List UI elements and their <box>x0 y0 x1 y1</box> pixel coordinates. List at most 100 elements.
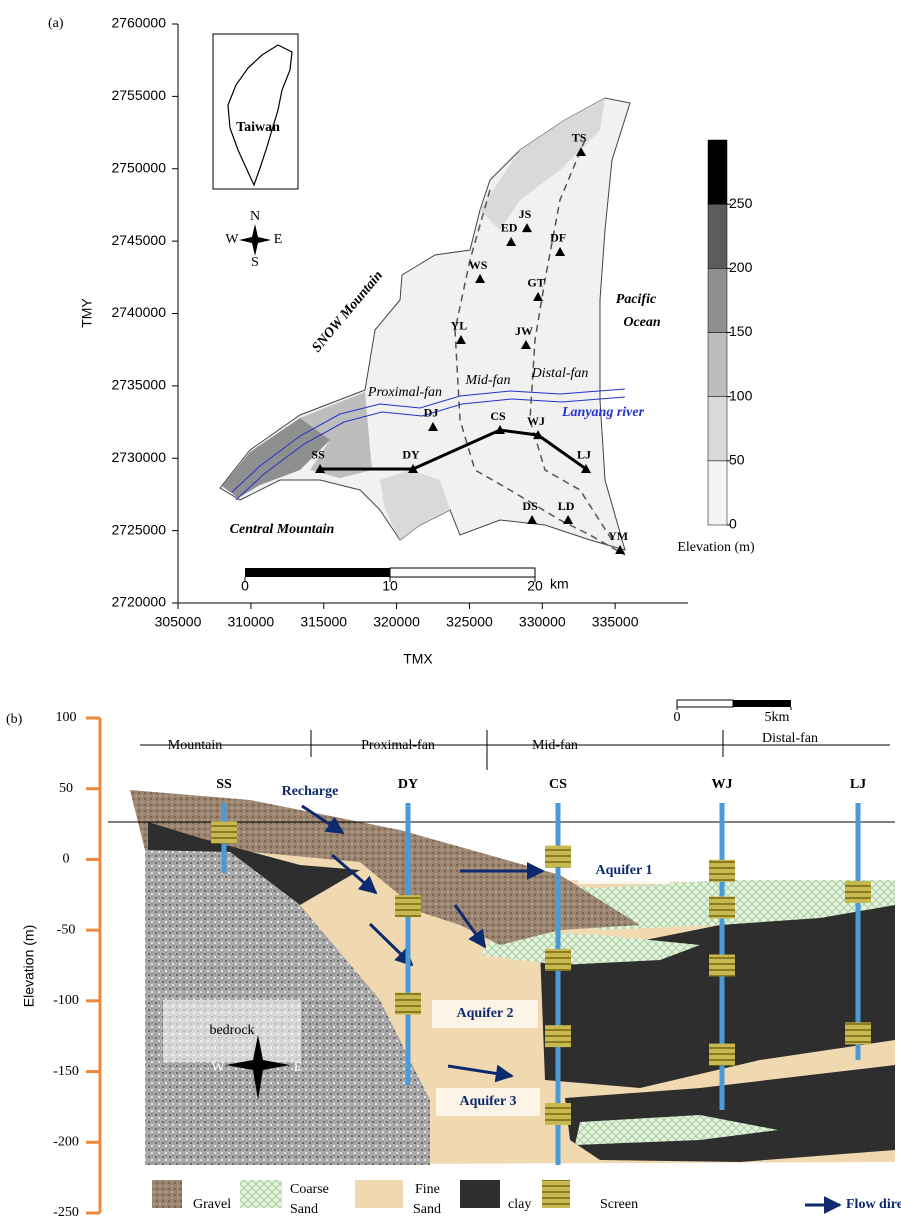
compass-label: N <box>250 209 260 224</box>
station-label: DS <box>522 499 538 513</box>
annotation: Recharge <box>282 784 339 799</box>
colorbar-tick-label: 100 <box>729 387 753 403</box>
panel-label: (a) <box>48 16 64 31</box>
station-label: DF <box>550 231 566 245</box>
compass-label: S <box>251 255 259 270</box>
zone-label: Mountain <box>168 738 222 753</box>
station-label: CS <box>490 409 506 423</box>
legend-label: Sand <box>290 1202 318 1217</box>
region-label: Ocean <box>623 315 661 330</box>
zone-label: Proximal-fan <box>367 385 442 400</box>
zone-label: Mid-fan <box>464 373 510 388</box>
station-label: TS <box>572 131 587 145</box>
station-label: JW <box>515 324 533 338</box>
y-tick-label: 2755000 <box>111 87 166 103</box>
zone-label: Distal-fan <box>762 731 818 746</box>
figure: (a) TMX TMY Taiwan N W E S SNOW Mountain… <box>0 0 901 1218</box>
screen <box>545 949 571 971</box>
map <box>213 34 630 577</box>
scale-bar-black <box>245 568 390 577</box>
well-label: DY <box>398 777 418 792</box>
x-tick-label: 320000 <box>373 614 420 630</box>
panel-label: (b) <box>6 712 23 727</box>
compass-rose <box>239 224 271 256</box>
station-label: WS <box>469 258 488 272</box>
legend-label: Gravel <box>193 1197 231 1212</box>
legend-label: Sand <box>413 1202 441 1217</box>
y-tick-label: -50 <box>57 922 76 937</box>
x-axis-label: TMX <box>403 651 433 667</box>
colorbar-segment <box>708 268 727 332</box>
y-tick-label: 2735000 <box>111 377 166 393</box>
y-tick-label: 100 <box>56 710 77 725</box>
x-tick-label: 330000 <box>519 614 566 630</box>
region-label: Central Mountain <box>230 522 335 537</box>
scale-bar-white <box>677 700 733 707</box>
legend-swatch <box>240 1180 282 1208</box>
legend-label: clay <box>508 1197 531 1212</box>
colorbar-tick-label: 200 <box>729 259 753 275</box>
elevation-patch <box>380 470 450 540</box>
annotation: bedrock <box>209 1023 254 1038</box>
cross-section <box>108 700 895 1208</box>
screen <box>395 895 421 917</box>
station-label: JS <box>519 207 532 221</box>
well-label: CS <box>549 777 567 792</box>
colorbar-tick-label: 250 <box>729 195 753 211</box>
screen <box>395 993 421 1015</box>
zone-label: Mid-fan <box>532 738 578 753</box>
scale-bar-black <box>733 700 791 707</box>
legend-label: Fine <box>415 1182 440 1197</box>
y-tick-label: 2720000 <box>111 594 166 610</box>
inset-frame <box>213 34 298 189</box>
screen <box>845 881 871 903</box>
colorbar-segment <box>708 333 727 397</box>
y-tick-label: 2750000 <box>111 159 166 175</box>
compass-label: W <box>225 232 239 247</box>
y-tick-label: -250 <box>53 1205 79 1218</box>
y-tick-label: 0 <box>63 852 70 867</box>
y-tick-label: -100 <box>53 993 79 1008</box>
station-label: LD <box>558 499 575 513</box>
colorbar-tick-label: 50 <box>729 452 745 468</box>
screen <box>709 1044 735 1066</box>
well-label: WJ <box>712 777 733 792</box>
legend-swatch <box>542 1180 570 1208</box>
x-tick-label: 325000 <box>446 614 493 630</box>
colorbar-tick-label: 0 <box>729 516 737 532</box>
screen <box>709 897 735 919</box>
y-tick-label: 2740000 <box>111 304 166 320</box>
zone-label: Distal-fan <box>531 366 589 381</box>
scale-label: 0 <box>674 710 681 725</box>
river-label: Lanyang river <box>561 405 645 420</box>
station-label: SS <box>311 448 325 462</box>
colorbar-segment <box>708 140 727 204</box>
y-axis-label: Elevation (m) <box>21 925 37 1007</box>
well-label: LJ <box>850 777 866 792</box>
colorbar-segment <box>708 461 727 525</box>
screen <box>211 822 237 844</box>
station-label: DJ <box>424 406 439 420</box>
y-tick-label: -150 <box>53 1064 79 1079</box>
x-tick-label: 315000 <box>300 614 347 630</box>
compass-label: E <box>274 232 283 247</box>
region-label: Pacific <box>616 292 657 307</box>
annotation: Aquifer 2 <box>457 1006 514 1021</box>
screen <box>545 846 571 868</box>
colorbar-label: Elevation (m) <box>677 540 755 555</box>
colorbar-segment <box>708 397 727 461</box>
compass-label: W <box>211 1060 225 1075</box>
y-tick-label: 2725000 <box>111 521 166 537</box>
x-tick-label: 310000 <box>227 614 274 630</box>
compass-label: E <box>294 1060 303 1075</box>
scale-label: 10 <box>382 578 398 594</box>
station-label: ED <box>501 221 518 235</box>
station-label: YL <box>451 319 468 333</box>
colorbar-tick-label: 150 <box>729 323 753 339</box>
legend-label: Coarse <box>290 1182 329 1197</box>
scale-unit: km <box>550 576 569 592</box>
station-label: WJ <box>527 414 545 428</box>
well-label: SS <box>216 777 232 792</box>
screen <box>545 1103 571 1125</box>
colorbar-segment <box>708 204 727 268</box>
